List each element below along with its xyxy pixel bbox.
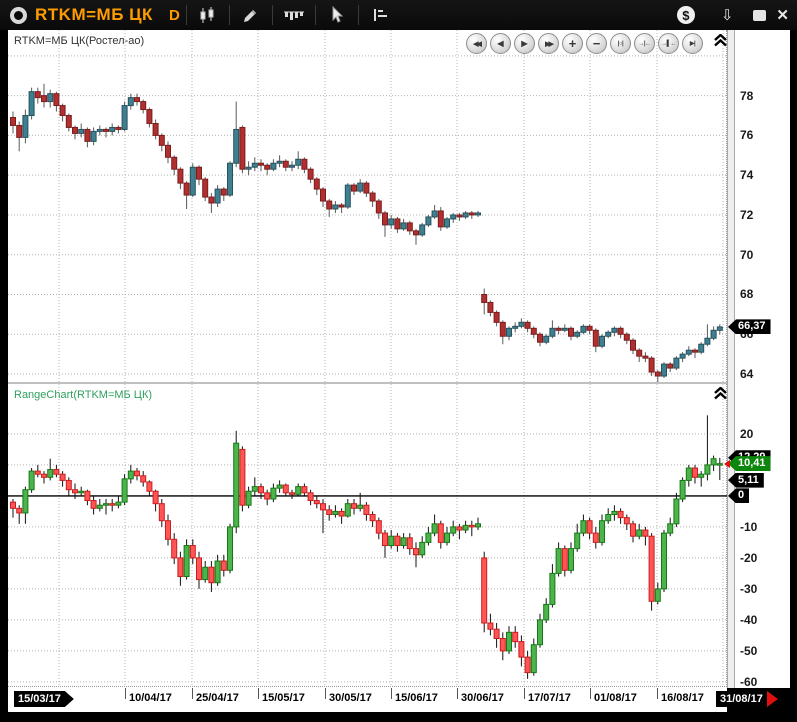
date-label: 10/04/17 <box>129 692 172 704</box>
date-tick <box>325 688 326 699</box>
price-candles-svg <box>8 30 727 382</box>
axis-tick-label: 78 <box>740 88 754 103</box>
app-logo-icon <box>10 6 27 24</box>
rangechart-panel-title: RangeChart(RTKM=МБ ЦК) <box>14 389 153 401</box>
date-label: 30/05/17 <box>329 692 372 704</box>
value-tag-0: 0 <box>728 488 750 504</box>
toolbar-separator <box>271 5 273 25</box>
cursor-icon[interactable] <box>322 3 352 27</box>
range-start-date-tag: 15/03/17 <box>14 691 74 707</box>
value-tag-5-11: 5,11 <box>728 472 764 488</box>
scroll-fast-left-button[interactable]: ◀◀ <box>466 33 487 54</box>
go-to-end-button[interactable]: ▶| <box>682 33 703 54</box>
date-label: 15/06/17 <box>395 692 438 704</box>
date-tick <box>457 688 458 699</box>
scroll-fast-right-button[interactable]: ▶▶ <box>538 33 559 54</box>
axis-tick-label: -30 <box>740 581 758 596</box>
dollar-icon[interactable]: $ <box>676 6 695 24</box>
value-tag-10-41: 10,41 <box>728 456 771 472</box>
axis-tick-label: -40 <box>740 612 758 627</box>
bottom-strip <box>0 712 797 722</box>
right-margin <box>790 30 797 712</box>
candlestick-chart-icon[interactable] <box>193 3 223 27</box>
last-value-arrow-icon <box>724 459 730 468</box>
close-icon[interactable]: ✕ <box>776 7 789 24</box>
histogram-icon[interactable] <box>279 3 309 27</box>
collapse-panel1-icon[interactable] <box>714 33 727 47</box>
axis-tick-label: 74 <box>740 168 754 183</box>
chart-area: RTKM=МБ ЦК(Ростел-ао) RangeChart(RTKM=МБ… <box>0 30 797 722</box>
date-label: 16/08/17 <box>661 692 704 704</box>
date-label: 17/07/17 <box>528 692 571 704</box>
scroll-right-button[interactable]: ▶ <box>514 33 535 54</box>
rangechart-candles-svg <box>8 384 727 687</box>
panel-splitter[interactable] <box>8 382 727 384</box>
axis-tick-label: 70 <box>740 247 754 262</box>
toolbar-separator <box>228 5 230 25</box>
toolbar-separator <box>357 5 359 25</box>
end-arrow-icon <box>766 691 778 707</box>
chart-nav-toolbar: ◀◀ ◀ ▶ ▶▶ + − |○| →|← →▌← ▶| <box>466 33 706 54</box>
pencil-icon[interactable] <box>236 3 266 27</box>
toolbar-separator <box>185 5 187 25</box>
bar-width-button[interactable]: →▌← <box>658 33 679 54</box>
axis-tick-label: -10 <box>740 519 758 534</box>
rangechart-panel[interactable]: RangeChart(RTKM=МБ ЦК) <box>8 384 727 687</box>
date-axis <box>8 688 727 712</box>
axis-tick-label: 64 <box>740 367 754 382</box>
timeframe-label[interactable]: D <box>168 6 180 24</box>
zoom-in-button[interactable]: + <box>562 33 583 54</box>
axis-tick-label: -50 <box>740 643 758 658</box>
zoom-out-button[interactable]: − <box>586 33 607 54</box>
toolbar-separator <box>314 5 316 25</box>
window-titlebar: RTKM=МБ ЦК D <box>0 0 797 30</box>
axis-tick-label: 68 <box>740 287 754 302</box>
axis-tick-label: 72 <box>740 207 754 222</box>
date-tick <box>657 688 658 699</box>
value-tag-66-37: 66,37 <box>728 319 771 335</box>
collapse-panel2-icon[interactable] <box>714 386 727 400</box>
price-panel[interactable]: RTKM=МБ ЦК(Ростел-ао) <box>8 30 727 382</box>
date-tick <box>258 688 259 699</box>
price-axis: 787674727068666420-10-20-30-40-50-60 <box>735 30 790 689</box>
maximize-icon[interactable] <box>753 9 767 21</box>
levels-icon[interactable] <box>365 3 395 27</box>
download-arrow-icon[interactable]: ⇩ <box>720 7 734 24</box>
compress-bars-button[interactable]: →|← <box>634 33 655 54</box>
axis-tick-label: 76 <box>740 128 754 143</box>
scroll-left-button[interactable]: ◀ <box>490 33 511 54</box>
axis-tick-label: 20 <box>740 426 754 441</box>
date-label: 01/08/17 <box>594 692 637 704</box>
date-tick <box>524 688 525 699</box>
panel-scroll-strip[interactable] <box>727 30 735 688</box>
window-title: RTKM=МБ ЦК <box>35 5 153 24</box>
axis-tick-label: -20 <box>740 550 758 565</box>
range-end-date-tag: 31/08/17 <box>716 691 778 707</box>
date-label: 25/04/17 <box>196 692 239 704</box>
date-tick <box>125 688 126 699</box>
date-label: 15/05/17 <box>262 692 305 704</box>
zoom-region-button[interactable]: |○| <box>610 33 631 54</box>
date-label: 30/06/17 <box>461 692 504 704</box>
date-tick <box>590 688 591 699</box>
axis-tick-label: -60 <box>740 674 758 689</box>
date-tick <box>391 688 392 699</box>
date-tick <box>192 688 193 699</box>
price-panel-title: RTKM=МБ ЦК(Ростел-ао) <box>14 35 145 47</box>
